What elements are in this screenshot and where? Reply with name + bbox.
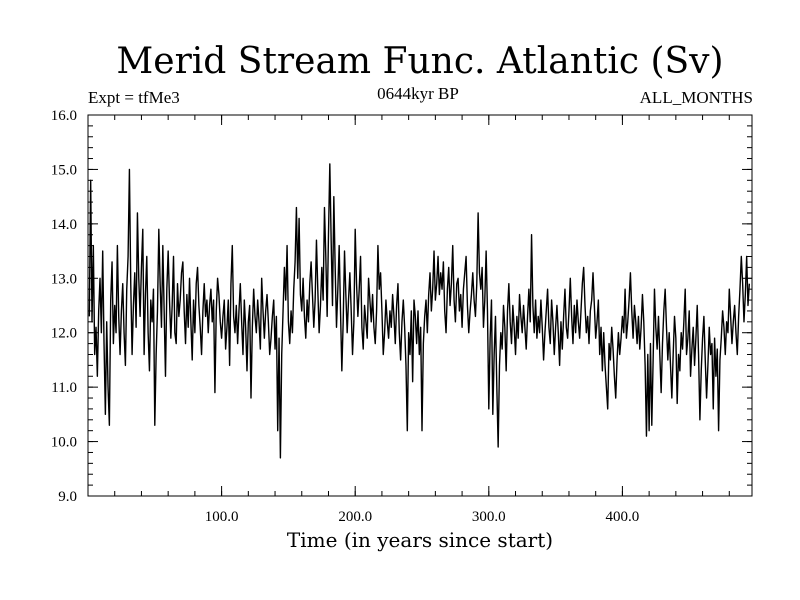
y-tick-label: 14.0 bbox=[51, 217, 77, 233]
y-axis: 9.0 10.0 11.0 12.0 13.0 14.0 15.0 16.0 bbox=[51, 108, 752, 505]
series-line bbox=[88, 163, 751, 459]
y-tick-label: 10.0 bbox=[51, 435, 77, 451]
x-tick-label: 100.0 bbox=[205, 509, 239, 525]
y-tick-label: 15.0 bbox=[51, 162, 77, 178]
y-tick-label: 16.0 bbox=[51, 108, 77, 124]
period-label: 0644kyr BP bbox=[377, 84, 459, 103]
x-tick-label: 400.0 bbox=[606, 509, 640, 525]
months-label: ALL_MONTHS bbox=[640, 88, 753, 107]
x-axis: 100.0 200.0 300.0 400.0 bbox=[114, 115, 730, 525]
y-tick-label: 12.0 bbox=[51, 326, 77, 342]
x-tick-label: 300.0 bbox=[472, 509, 506, 525]
experiment-label: Expt = tfMe3 bbox=[88, 88, 180, 107]
y-tick-label: 9.0 bbox=[58, 489, 77, 505]
x-axis-title: Time (in years since start) bbox=[287, 528, 553, 552]
y-tick-label: 13.0 bbox=[51, 271, 77, 287]
y-tick-label: 11.0 bbox=[51, 380, 77, 396]
plot-area-frame bbox=[87, 114, 753, 497]
x-tick-label: 200.0 bbox=[338, 509, 372, 525]
chart-title: Merid Stream Func. Atlantic (Sv) bbox=[116, 41, 723, 82]
